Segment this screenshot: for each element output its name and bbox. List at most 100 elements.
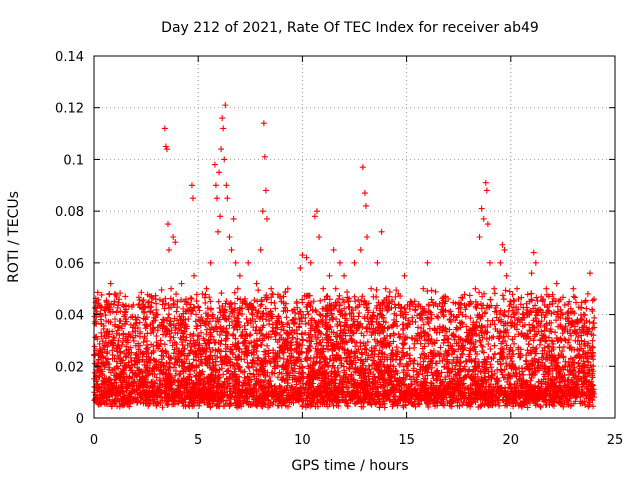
background-marker — [407, 358, 414, 365]
background-marker — [206, 318, 213, 325]
background-marker — [305, 371, 312, 378]
background-marker — [280, 323, 287, 330]
background-marker — [234, 295, 241, 302]
background-marker — [578, 337, 585, 344]
background-marker — [344, 403, 351, 410]
background-marker — [515, 315, 522, 322]
background-marker — [110, 301, 117, 308]
background-marker — [106, 290, 113, 297]
background-marker — [182, 321, 189, 328]
background-marker — [433, 360, 440, 367]
background-marker — [364, 356, 371, 363]
background-marker — [362, 342, 369, 349]
background-marker — [450, 299, 457, 306]
background-marker — [501, 328, 508, 335]
background-marker — [272, 305, 279, 312]
background-marker — [533, 345, 540, 352]
background-marker — [299, 296, 306, 303]
background-marker — [102, 391, 109, 398]
background-marker — [581, 391, 588, 398]
background-marker — [414, 324, 421, 331]
background-marker — [370, 357, 377, 364]
background-marker — [338, 383, 345, 390]
background-marker — [210, 382, 217, 389]
background-marker — [352, 343, 359, 350]
background-marker — [515, 331, 522, 338]
background-marker — [568, 402, 575, 409]
background-marker — [470, 319, 477, 326]
background-marker — [153, 339, 160, 346]
background-marker — [509, 336, 516, 343]
background-marker — [578, 299, 585, 306]
background-marker — [567, 332, 574, 339]
background-marker — [113, 345, 120, 352]
background-marker — [284, 346, 291, 353]
background-marker — [119, 402, 126, 409]
background-marker — [518, 294, 525, 301]
background-marker — [153, 374, 160, 381]
background-marker — [381, 334, 388, 341]
background-marker — [198, 329, 205, 336]
background-marker — [406, 355, 413, 362]
background-marker — [380, 329, 387, 336]
background-marker — [561, 302, 568, 309]
background-marker — [351, 349, 358, 356]
background-marker — [192, 353, 199, 360]
background-marker — [401, 396, 408, 403]
background-marker — [98, 303, 105, 310]
background-marker — [218, 290, 225, 297]
background-marker — [532, 302, 539, 309]
background-marker — [523, 358, 530, 365]
background-marker — [438, 369, 445, 376]
background-marker — [196, 333, 203, 340]
background-marker — [505, 313, 512, 320]
background-marker — [408, 299, 415, 306]
background-marker — [375, 396, 382, 403]
background-marker — [305, 311, 312, 318]
background-marker — [125, 359, 132, 366]
background-marker — [419, 351, 426, 358]
background-marker — [130, 321, 137, 328]
background-marker — [329, 316, 336, 323]
background-marker — [158, 286, 165, 293]
background-marker — [424, 361, 431, 368]
background-marker — [130, 337, 137, 344]
background-marker — [531, 355, 538, 362]
background-marker — [196, 307, 203, 314]
background-marker — [117, 290, 124, 297]
background-marker — [116, 403, 123, 410]
background-marker — [251, 342, 258, 349]
background-marker — [339, 296, 346, 303]
background-marker — [181, 352, 188, 359]
background-marker — [448, 345, 455, 352]
background-marker — [150, 343, 157, 350]
background-marker — [450, 356, 457, 363]
background-marker — [226, 403, 233, 410]
background-marker — [266, 373, 273, 380]
background-marker — [318, 375, 325, 382]
background-marker — [528, 290, 535, 297]
background-marker — [322, 332, 329, 339]
background-marker — [358, 330, 365, 337]
background-marker — [442, 376, 449, 383]
background-marker — [357, 339, 364, 346]
background-marker — [255, 354, 262, 361]
background-marker — [260, 371, 267, 378]
background-marker — [479, 348, 486, 355]
background-marker — [384, 325, 391, 332]
background-marker — [411, 357, 418, 364]
background-marker — [572, 294, 579, 301]
background-marker — [487, 361, 494, 368]
background-marker — [298, 358, 305, 365]
background-marker — [141, 309, 148, 316]
background-marker — [231, 314, 238, 321]
background-marker — [559, 348, 566, 355]
background-marker — [108, 300, 115, 307]
background-marker — [116, 349, 123, 356]
background-marker — [135, 340, 142, 347]
background-marker — [541, 373, 548, 380]
background-marker — [334, 321, 341, 328]
background-marker — [119, 339, 126, 346]
background-marker — [459, 401, 466, 408]
background-marker — [495, 317, 502, 324]
